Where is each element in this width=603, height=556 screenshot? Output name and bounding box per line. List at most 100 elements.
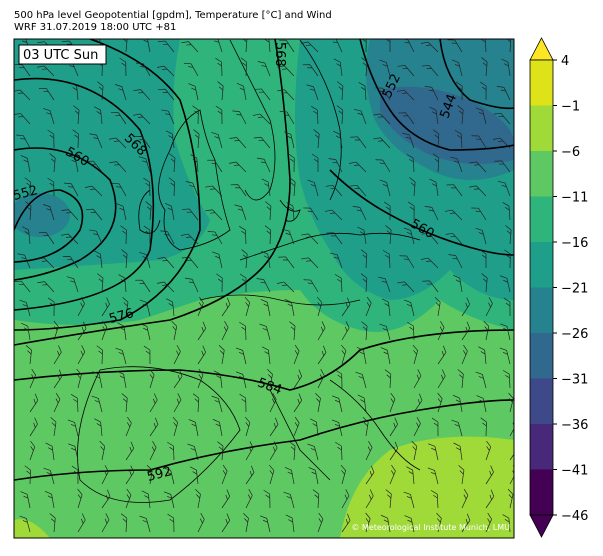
wind-barb: [121, 249, 128, 269]
wind-barb: [29, 393, 39, 413]
wind-barb: [24, 177, 31, 197]
wind-barb: [260, 299, 271, 317]
wind-barb: [236, 83, 247, 101]
wind-barb: [379, 323, 391, 341]
wind-barb: [193, 129, 200, 149]
wind-barb: [267, 368, 273, 389]
wind-barb: [143, 225, 151, 245]
wind-barb: [140, 323, 151, 341]
wind-barb: [389, 417, 398, 437]
wind-barb: [424, 206, 439, 221]
wind-barb: [192, 393, 200, 413]
wind-barb: [379, 59, 391, 77]
wind-barb: [480, 417, 487, 437]
wind-barb: [190, 154, 199, 173]
wind-barb: [116, 203, 127, 221]
wind-barb: [245, 441, 254, 461]
wind-barb: [205, 209, 223, 221]
wind-barb: [483, 320, 490, 341]
wind-barb: [381, 298, 391, 317]
wind-barb: [245, 465, 255, 485]
wind-barb: [409, 177, 416, 197]
wind-barb: [169, 153, 176, 173]
wind-barb: [163, 467, 175, 485]
wind-barb: [403, 491, 415, 509]
wind-barb: [101, 465, 109, 485]
wind-barb: [239, 273, 247, 293]
subtitle-line: WRF 31.07.2019 18:00 UTC +81: [14, 22, 176, 33]
wind-barb: [269, 393, 277, 413]
wind-barb: [481, 57, 488, 77]
wind-barb: [330, 252, 343, 269]
wind-barb: [141, 490, 151, 509]
wind-barb: [326, 232, 343, 245]
wind-barb: [211, 131, 223, 149]
time-label: 03 UTC Sun: [23, 48, 98, 63]
wind-barb: [508, 392, 514, 413]
wind-barb: [217, 441, 224, 461]
wind-barb: [221, 464, 228, 485]
colorbar-band: [530, 378, 553, 424]
wind-barb: [197, 368, 204, 389]
contour-labels: 568 560 552 576 584 592 552 544 560 568: [14, 42, 460, 485]
wind-barb: [331, 395, 343, 413]
wind-barb: [335, 441, 343, 461]
wind-barb: [380, 347, 391, 365]
wind-barb: [429, 106, 439, 125]
wind-barb: [413, 369, 422, 389]
wind-barb: [149, 393, 158, 413]
wind-barb: [403, 227, 415, 245]
wind-barb: [500, 275, 511, 293]
wind-barb: [188, 83, 199, 101]
wind-barb: [336, 105, 344, 125]
wind-barb: [450, 156, 463, 173]
wind-barb: [17, 253, 31, 269]
wind-barb: [157, 281, 175, 293]
wind-barb: [115, 347, 127, 365]
wind-barb: [311, 105, 319, 125]
map-frame: [13, 38, 515, 539]
contour-label: 576: [108, 306, 136, 327]
wind-barb: [256, 278, 271, 293]
wind-barb: [138, 156, 151, 173]
wind-barb: [341, 344, 347, 365]
wind-barb: [14, 64, 31, 77]
wind-barb: [432, 129, 440, 149]
wind-barb: [432, 153, 440, 173]
wind-barb: [315, 392, 321, 413]
wind-barb: [313, 129, 320, 149]
wind-barb: [109, 161, 127, 173]
wind-barb: [264, 225, 272, 245]
wind-barb: [187, 443, 199, 461]
wind-barb: [427, 467, 439, 485]
wind-barb: [485, 465, 494, 485]
wind-barb: [434, 297, 441, 317]
wind-barb: [504, 249, 511, 269]
wind-barb: [453, 442, 463, 461]
wind-barb: [47, 177, 55, 197]
wind-barb: [281, 228, 295, 245]
wind-barb: [149, 368, 155, 389]
wind-barb: [39, 88, 55, 101]
wind-barb: [145, 201, 152, 221]
wind-barb: [384, 369, 392, 389]
wind-barb: [50, 417, 57, 437]
wind-barb: [277, 89, 295, 101]
wind-barb: [307, 443, 319, 461]
wind-barb: [500, 323, 511, 341]
wind-barb: [185, 181, 199, 197]
wind-barb: [116, 370, 127, 389]
wind-barb: [143, 345, 151, 365]
wind-barb: [243, 512, 249, 533]
wind-barb: [501, 58, 511, 77]
wind-barb: [436, 512, 442, 533]
wind-barb: [288, 153, 295, 173]
colorbar-tick-label: 4: [561, 54, 569, 69]
wind-barb: [269, 417, 279, 437]
wind-barb: [64, 182, 79, 197]
wind-barb: [49, 153, 56, 173]
wind-barb: [157, 88, 175, 101]
wind-barb: [378, 276, 391, 293]
wind-barb: [38, 232, 55, 245]
